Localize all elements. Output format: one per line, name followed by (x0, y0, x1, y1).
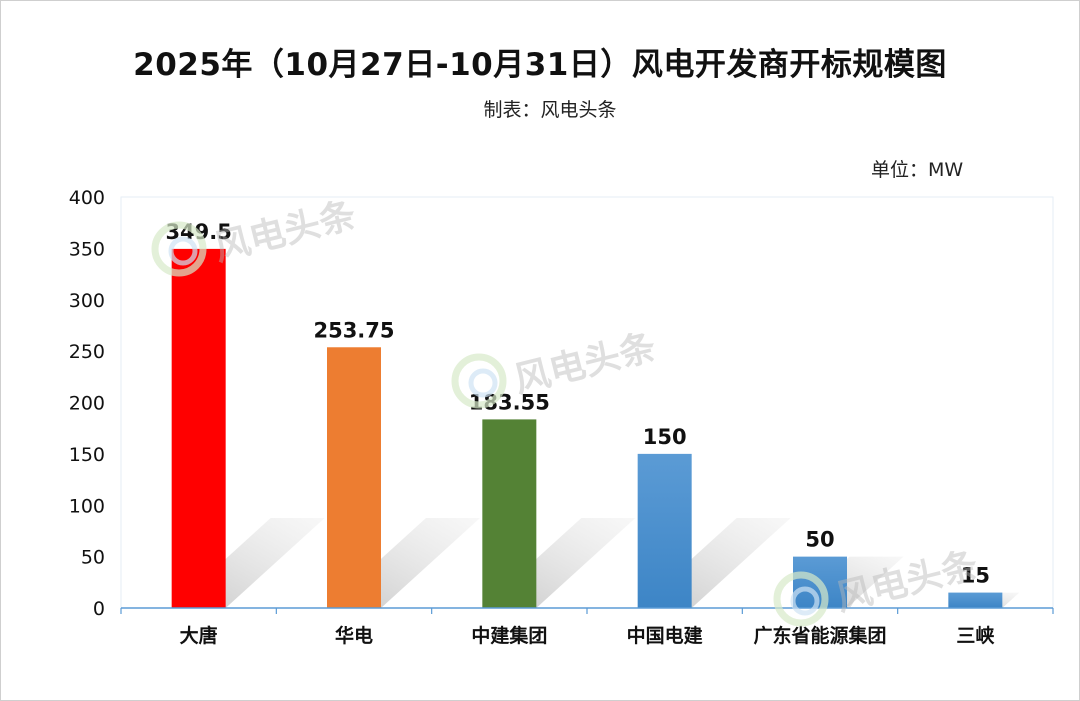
watermark-logo (773, 571, 829, 627)
bar (637, 453, 692, 608)
category-label: 华电 (335, 624, 373, 647)
watermark-text: 风电头条 (510, 327, 660, 402)
bar (948, 592, 1003, 608)
watermark-logo-inner (468, 368, 498, 398)
category-label: 三峡 (956, 624, 995, 647)
y-tick-label: 350 (69, 238, 105, 260)
chart-title: 2025年（10月27日-10月31日）风电开发商开标规模图 (133, 47, 947, 83)
watermark-logo (151, 221, 207, 277)
category-label: 广东省能源集团 (753, 624, 886, 647)
watermark-text: 风电头条 (210, 195, 360, 270)
data-label: 15 (961, 564, 990, 588)
category-label: 大唐 (180, 624, 218, 647)
bar (482, 419, 537, 608)
data-label: 50 (805, 528, 834, 552)
y-tick-label: 250 (69, 341, 105, 363)
unit-label: 单位：MW (871, 159, 964, 181)
y-tick-label: 0 (93, 598, 105, 620)
category-label: 中国电建 (627, 624, 703, 647)
watermark-logo (451, 353, 507, 409)
bar (171, 248, 226, 609)
watermark-logo-inner (790, 586, 820, 616)
data-label: 150 (643, 425, 687, 449)
category-label: 中建集团 (471, 624, 547, 647)
y-tick-label: 100 (69, 495, 105, 517)
chart-subtitle: 制表：风电头条 (483, 99, 617, 121)
watermark-logo-inner (168, 236, 198, 266)
y-tick-label: 50 (81, 547, 105, 569)
y-tick-label: 400 (69, 187, 105, 209)
y-tick-label: 150 (69, 444, 105, 466)
data-label: 253.75 (313, 318, 394, 342)
y-tick-label: 300 (69, 290, 105, 312)
y-tick-label: 200 (69, 393, 105, 415)
bar (327, 347, 381, 608)
